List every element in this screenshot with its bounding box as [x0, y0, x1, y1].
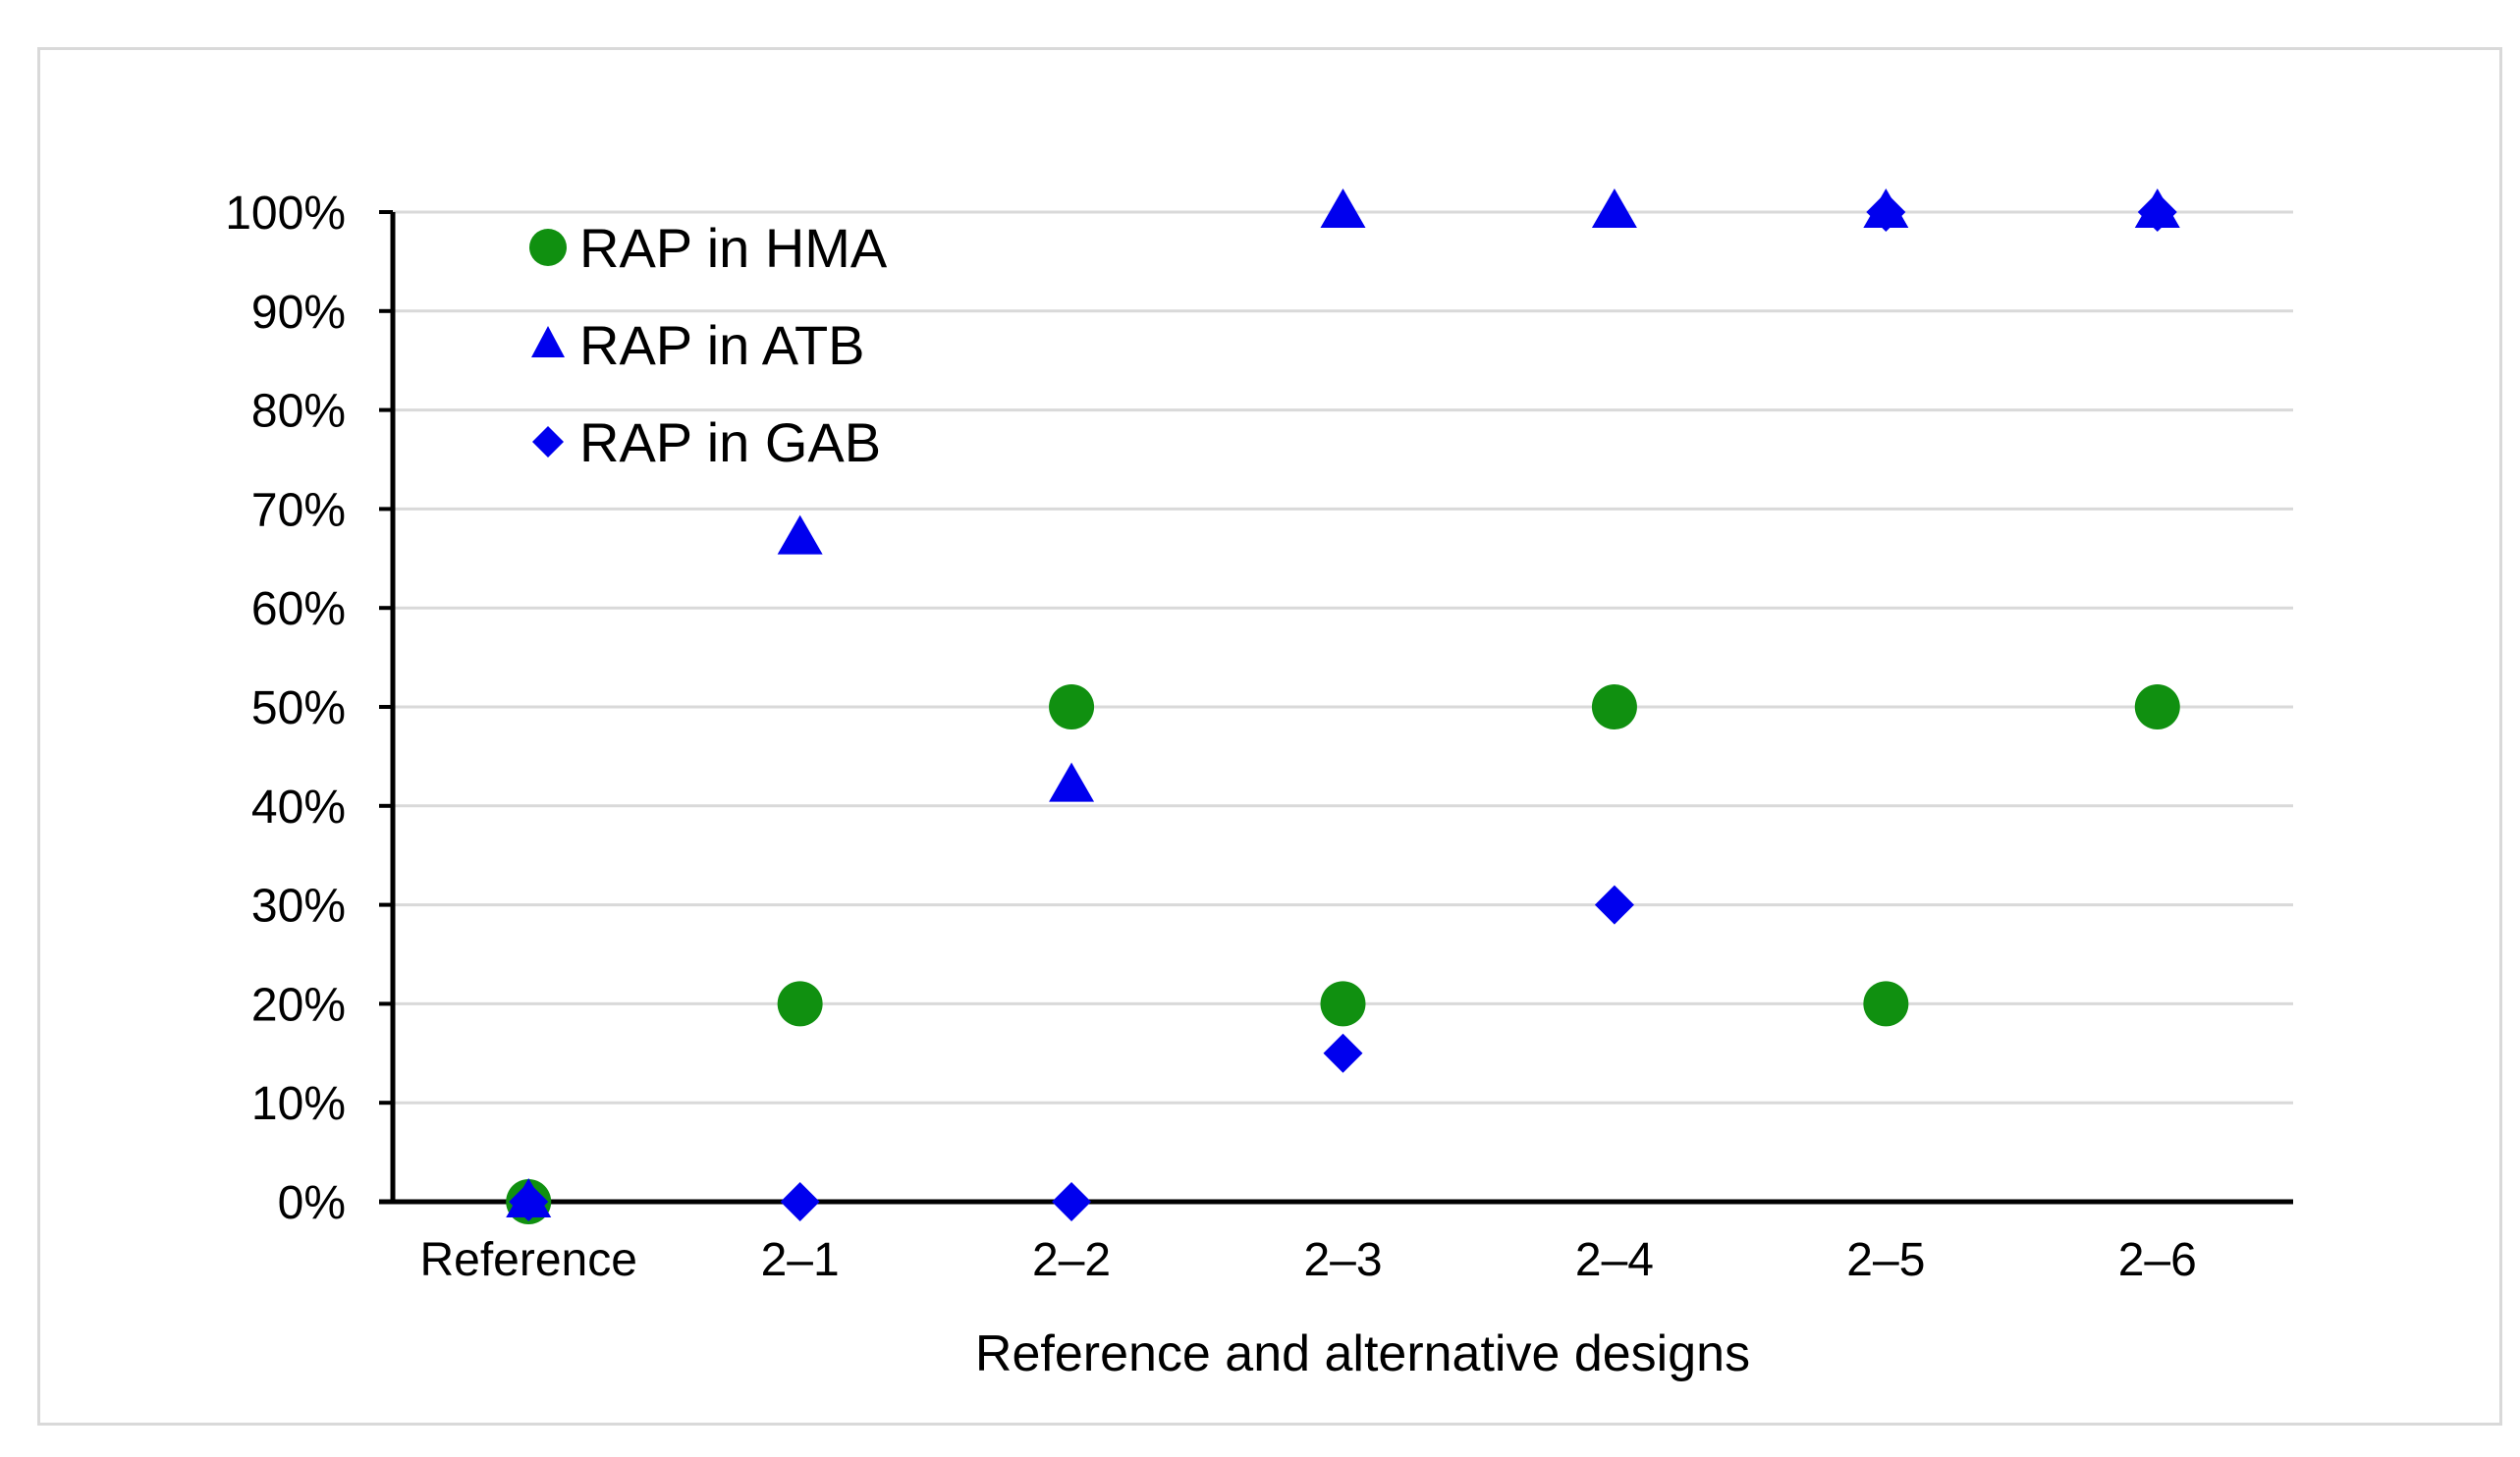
y-tick-label: 20% — [251, 979, 346, 1031]
rap-in-gab-legend-icon — [532, 426, 564, 458]
x-tick-label: 2–6 — [2118, 1234, 2197, 1286]
rap-in-gab-point — [509, 1182, 549, 1221]
rap-in-hma-point — [1591, 684, 1637, 729]
rap-in-gab-point — [1323, 1033, 1363, 1073]
x-tick-label: Reference — [419, 1234, 636, 1286]
y-tick-label: 10% — [251, 1078, 346, 1130]
legend: RAP in HMA RAP in ATB RAP in GAB — [529, 217, 888, 473]
rap-in-atb-point — [1049, 762, 1095, 802]
rap-in-atb-legend-label: RAP in ATB — [579, 314, 865, 376]
x-tick-label: 2–4 — [1575, 1234, 1654, 1286]
data-marks — [506, 189, 2180, 1224]
y-tick-label: 80% — [251, 386, 346, 438]
x-tick-label: 2–5 — [1846, 1234, 1925, 1286]
x-tick-label: 2–1 — [761, 1234, 840, 1286]
x-tick-label: 2–2 — [1032, 1234, 1111, 1286]
x-axis-title: Reference and alternative designs — [975, 1325, 1750, 1382]
y-tick-label: 100% — [225, 188, 346, 240]
y-tick-label: 0% — [278, 1177, 346, 1229]
x-tick-label: 2–3 — [1303, 1234, 1382, 1286]
rap-in-gab-point — [1866, 192, 1906, 232]
rap-in-gab-point — [780, 1182, 820, 1221]
rap-in-atb-legend-icon — [531, 326, 565, 357]
rap-in-gab-point — [1594, 885, 1634, 925]
y-tick-label: 30% — [251, 881, 346, 933]
y-tick-label: 60% — [251, 583, 346, 635]
rap-in-hma-point — [1049, 684, 1095, 729]
rap-in-hma-point — [2134, 684, 2180, 729]
chart-frame — [37, 47, 2502, 1426]
y-tick-label: 40% — [251, 782, 346, 834]
rap-in-hma-point — [1863, 981, 1909, 1027]
rap-in-hma-legend-icon — [529, 229, 567, 266]
y-tick-label: 50% — [251, 682, 346, 734]
rap-in-hma-point — [1320, 981, 1366, 1027]
rap-in-gab-point — [1052, 1182, 1092, 1221]
axes — [379, 212, 2293, 1205]
rap-in-atb-point — [1591, 189, 1637, 228]
x-tick-labels: Reference 2–1 2–2 2–3 2–4 2–5 2–6 — [419, 1234, 2196, 1286]
y-tick-label: 90% — [251, 287, 346, 339]
rap-in-gab-legend-label: RAP in GAB — [579, 411, 881, 473]
gridlines — [379, 210, 2293, 1204]
rap-in-hma-point — [777, 981, 823, 1027]
y-tick-labels: 0% 10% 20% 30% 40% 50% 60% 70% 80% 90% 100% — [225, 188, 346, 1229]
y-tick-label: 70% — [251, 484, 346, 536]
rap-in-hma-legend-label: RAP in HMA — [579, 217, 888, 279]
rap-in-atb-point — [777, 514, 823, 555]
rap-in-atb-point — [1320, 189, 1366, 228]
rap-in-gab-point — [2137, 192, 2177, 232]
